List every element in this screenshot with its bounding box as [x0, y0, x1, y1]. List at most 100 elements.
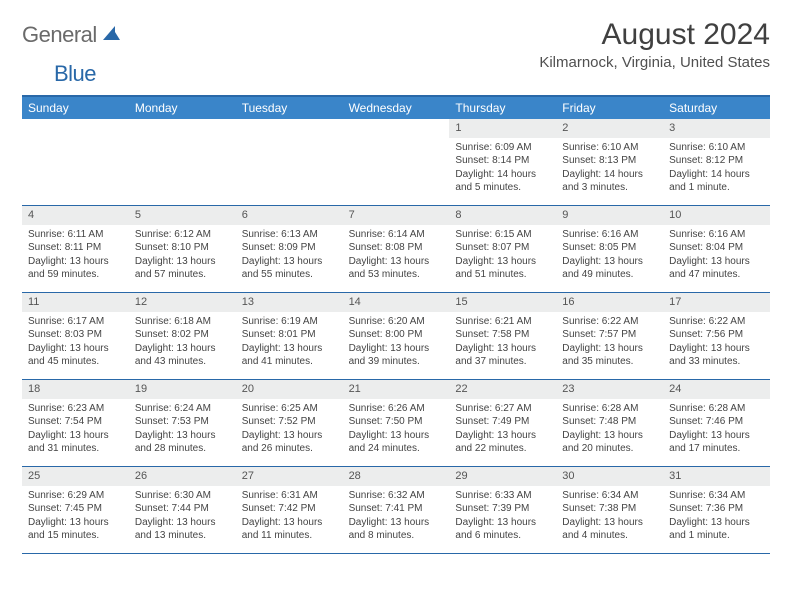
calendar-cell: 10Sunrise: 6:16 AMSunset: 8:04 PMDayligh… — [663, 206, 770, 292]
sunset-text: Sunset: 8:13 PM — [562, 154, 657, 168]
day-content: Sunrise: 6:16 AMSunset: 8:05 PMDaylight:… — [556, 225, 663, 286]
day-number: 14 — [343, 293, 450, 312]
daylight-text: Daylight: 13 hours and 1 minute. — [669, 516, 764, 543]
calendar-row: 18Sunrise: 6:23 AMSunset: 7:54 PMDayligh… — [22, 380, 770, 467]
day-number: 17 — [663, 293, 770, 312]
sunrise-text: Sunrise: 6:34 AM — [669, 489, 764, 503]
daylight-text: Daylight: 13 hours and 26 minutes. — [242, 429, 337, 456]
daylight-text: Daylight: 13 hours and 47 minutes. — [669, 255, 764, 282]
calendar-cell: 5Sunrise: 6:12 AMSunset: 8:10 PMDaylight… — [129, 206, 236, 292]
calendar-cell: 22Sunrise: 6:27 AMSunset: 7:49 PMDayligh… — [449, 380, 556, 466]
daylight-text: Daylight: 13 hours and 11 minutes. — [242, 516, 337, 543]
weekday-monday: Monday — [129, 97, 236, 119]
sunset-text: Sunset: 8:04 PM — [669, 241, 764, 255]
day-content: Sunrise: 6:25 AMSunset: 7:52 PMDaylight:… — [236, 399, 343, 460]
day-content: Sunrise: 6:18 AMSunset: 8:02 PMDaylight:… — [129, 312, 236, 373]
sunrise-text: Sunrise: 6:16 AM — [669, 228, 764, 242]
day-number: 4 — [22, 206, 129, 225]
daylight-text: Daylight: 13 hours and 4 minutes. — [562, 516, 657, 543]
daylight-text: Daylight: 13 hours and 59 minutes. — [28, 255, 123, 282]
calendar-cell: 11Sunrise: 6:17 AMSunset: 8:03 PMDayligh… — [22, 293, 129, 379]
sunrise-text: Sunrise: 6:15 AM — [455, 228, 550, 242]
day-number: 31 — [663, 467, 770, 486]
sunset-text: Sunset: 7:38 PM — [562, 502, 657, 516]
day-number: 3 — [663, 119, 770, 138]
sunrise-text: Sunrise: 6:33 AM — [455, 489, 550, 503]
sunset-text: Sunset: 8:11 PM — [28, 241, 123, 255]
weekday-tuesday: Tuesday — [236, 97, 343, 119]
day-content: Sunrise: 6:09 AMSunset: 8:14 PMDaylight:… — [449, 138, 556, 199]
sunrise-text: Sunrise: 6:19 AM — [242, 315, 337, 329]
day-content: Sunrise: 6:17 AMSunset: 8:03 PMDaylight:… — [22, 312, 129, 373]
calendar-cell — [236, 119, 343, 205]
sunset-text: Sunset: 7:49 PM — [455, 415, 550, 429]
calendar-cell — [22, 119, 129, 205]
logo-text-part2: Blue — [54, 61, 96, 86]
sunset-text: Sunset: 7:41 PM — [349, 502, 444, 516]
calendar-cell: 2Sunrise: 6:10 AMSunset: 8:13 PMDaylight… — [556, 119, 663, 205]
sunset-text: Sunset: 7:46 PM — [669, 415, 764, 429]
calendar-cell: 20Sunrise: 6:25 AMSunset: 7:52 PMDayligh… — [236, 380, 343, 466]
calendar-cell: 9Sunrise: 6:16 AMSunset: 8:05 PMDaylight… — [556, 206, 663, 292]
day-number: 2 — [556, 119, 663, 138]
day-number — [343, 119, 450, 123]
calendar-cell: 17Sunrise: 6:22 AMSunset: 7:56 PMDayligh… — [663, 293, 770, 379]
sunrise-text: Sunrise: 6:10 AM — [562, 141, 657, 155]
sunrise-text: Sunrise: 6:13 AM — [242, 228, 337, 242]
day-number: 16 — [556, 293, 663, 312]
calendar-cell: 23Sunrise: 6:28 AMSunset: 7:48 PMDayligh… — [556, 380, 663, 466]
sunset-text: Sunset: 7:50 PM — [349, 415, 444, 429]
daylight-text: Daylight: 13 hours and 35 minutes. — [562, 342, 657, 369]
sunset-text: Sunset: 8:07 PM — [455, 241, 550, 255]
day-content: Sunrise: 6:34 AMSunset: 7:36 PMDaylight:… — [663, 486, 770, 547]
sunrise-text: Sunrise: 6:32 AM — [349, 489, 444, 503]
day-content: Sunrise: 6:32 AMSunset: 7:41 PMDaylight:… — [343, 486, 450, 547]
daylight-text: Daylight: 13 hours and 28 minutes. — [135, 429, 230, 456]
day-content: Sunrise: 6:19 AMSunset: 8:01 PMDaylight:… — [236, 312, 343, 373]
day-content: Sunrise: 6:22 AMSunset: 7:57 PMDaylight:… — [556, 312, 663, 373]
day-content: Sunrise: 6:23 AMSunset: 7:54 PMDaylight:… — [22, 399, 129, 460]
day-number: 21 — [343, 380, 450, 399]
daylight-text: Daylight: 13 hours and 33 minutes. — [669, 342, 764, 369]
sunrise-text: Sunrise: 6:20 AM — [349, 315, 444, 329]
day-number: 12 — [129, 293, 236, 312]
calendar-cell: 29Sunrise: 6:33 AMSunset: 7:39 PMDayligh… — [449, 467, 556, 553]
daylight-text: Daylight: 13 hours and 55 minutes. — [242, 255, 337, 282]
day-content: Sunrise: 6:26 AMSunset: 7:50 PMDaylight:… — [343, 399, 450, 460]
calendar-cell: 26Sunrise: 6:30 AMSunset: 7:44 PMDayligh… — [129, 467, 236, 553]
sunset-text: Sunset: 7:48 PM — [562, 415, 657, 429]
sunset-text: Sunset: 8:14 PM — [455, 154, 550, 168]
day-content: Sunrise: 6:34 AMSunset: 7:38 PMDaylight:… — [556, 486, 663, 547]
weekday-saturday: Saturday — [663, 97, 770, 119]
day-number: 19 — [129, 380, 236, 399]
weekday-sunday: Sunday — [22, 97, 129, 119]
daylight-text: Daylight: 13 hours and 17 minutes. — [669, 429, 764, 456]
day-number: 18 — [22, 380, 129, 399]
day-number: 1 — [449, 119, 556, 138]
sunset-text: Sunset: 7:53 PM — [135, 415, 230, 429]
day-content: Sunrise: 6:28 AMSunset: 7:46 PMDaylight:… — [663, 399, 770, 460]
daylight-text: Daylight: 13 hours and 45 minutes. — [28, 342, 123, 369]
calendar-cell: 24Sunrise: 6:28 AMSunset: 7:46 PMDayligh… — [663, 380, 770, 466]
day-number: 15 — [449, 293, 556, 312]
sunrise-text: Sunrise: 6:09 AM — [455, 141, 550, 155]
calendar-cell: 14Sunrise: 6:20 AMSunset: 8:00 PMDayligh… — [343, 293, 450, 379]
sunrise-text: Sunrise: 6:25 AM — [242, 402, 337, 416]
day-number: 8 — [449, 206, 556, 225]
day-content: Sunrise: 6:20 AMSunset: 8:00 PMDaylight:… — [343, 312, 450, 373]
day-content: Sunrise: 6:12 AMSunset: 8:10 PMDaylight:… — [129, 225, 236, 286]
daylight-text: Daylight: 14 hours and 5 minutes. — [455, 168, 550, 195]
sunrise-text: Sunrise: 6:21 AM — [455, 315, 550, 329]
sunrise-text: Sunrise: 6:23 AM — [28, 402, 123, 416]
calendar-cell: 13Sunrise: 6:19 AMSunset: 8:01 PMDayligh… — [236, 293, 343, 379]
calendar-row: 25Sunrise: 6:29 AMSunset: 7:45 PMDayligh… — [22, 467, 770, 554]
day-number: 5 — [129, 206, 236, 225]
day-content: Sunrise: 6:10 AMSunset: 8:12 PMDaylight:… — [663, 138, 770, 199]
day-number: 9 — [556, 206, 663, 225]
calendar-row: 1Sunrise: 6:09 AMSunset: 8:14 PMDaylight… — [22, 119, 770, 206]
day-number: 24 — [663, 380, 770, 399]
logo: General — [22, 18, 105, 48]
sunset-text: Sunset: 7:42 PM — [242, 502, 337, 516]
daylight-text: Daylight: 13 hours and 8 minutes. — [349, 516, 444, 543]
day-number: 13 — [236, 293, 343, 312]
